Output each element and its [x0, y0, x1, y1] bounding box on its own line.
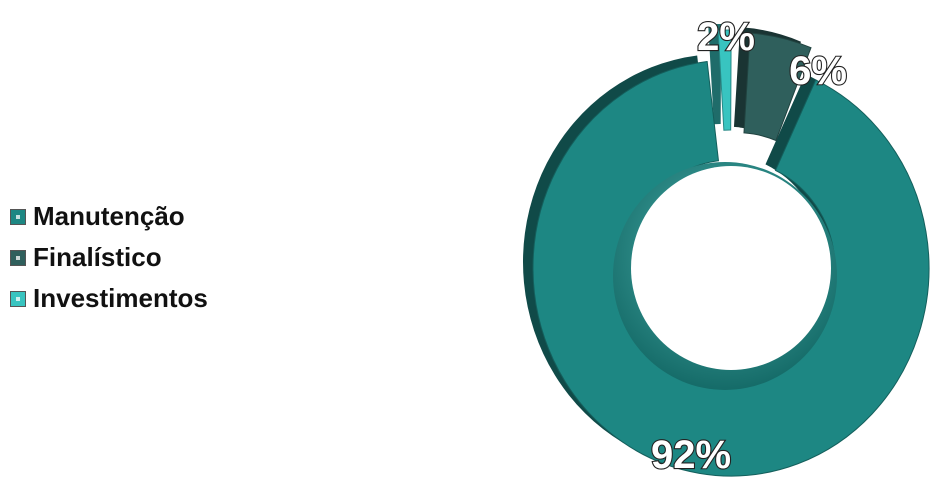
hole: [631, 166, 831, 370]
legend-label-investimentos: Investimentos: [33, 283, 208, 313]
data-label-finalístico: 6%: [789, 49, 847, 93]
legend-item-finalistico: Finalístico: [10, 237, 208, 278]
data-label-manutenção: 92%: [651, 433, 731, 477]
slice-investimentos: [717, 29, 732, 131]
legend-item-investimentos: Investimentos: [10, 278, 208, 319]
legend-swatch-manutencao: [10, 208, 26, 225]
legend: Manutenção Finalístico Investimentos: [10, 196, 208, 319]
slices-group: [523, 24, 930, 477]
legend-label-manutencao: Manutenção: [33, 201, 185, 231]
legend-swatch-finalistico: [10, 249, 26, 266]
data-labels-group: 92% 6% 2%: [650, 14, 848, 478]
slice-finalístico: [743, 32, 812, 142]
legend-item-manutencao: Manutenção: [10, 196, 208, 237]
slice-depth-investimentos: [708, 24, 722, 125]
legend-label-finalistico: Finalístico: [33, 242, 162, 272]
data-label-investimentos: 2%: [697, 15, 755, 59]
legend-swatch-investimentos: [10, 290, 26, 307]
